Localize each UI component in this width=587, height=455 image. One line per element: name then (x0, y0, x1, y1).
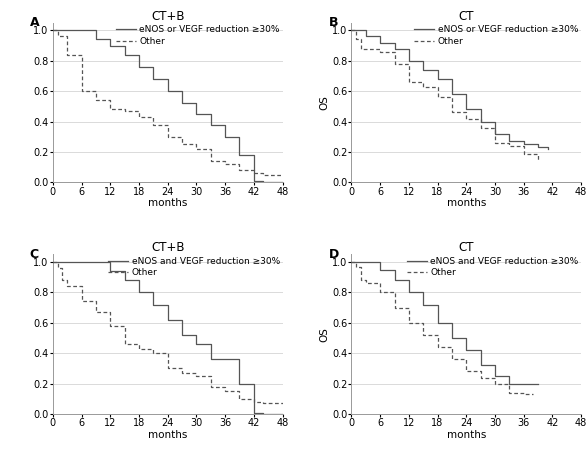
X-axis label: months: months (447, 430, 486, 440)
Legend: eNOS and VEGF reduction ≥30%, Other: eNOS and VEGF reduction ≥30%, Other (107, 256, 281, 278)
X-axis label: months: months (148, 198, 187, 208)
Title: CT: CT (458, 10, 474, 23)
Y-axis label: OS: OS (319, 327, 329, 342)
Legend: eNOS or VEGF reduction ≥30%, Other: eNOS or VEGF reduction ≥30%, Other (115, 25, 281, 46)
Legend: eNOS and VEGF reduction ≥30%, Other: eNOS and VEGF reduction ≥30%, Other (406, 256, 579, 278)
Legend: eNOS or VEGF reduction ≥30%, Other: eNOS or VEGF reduction ≥30%, Other (414, 25, 579, 46)
X-axis label: months: months (148, 430, 187, 440)
Text: C: C (30, 248, 39, 261)
Y-axis label: OS: OS (319, 95, 329, 110)
Text: D: D (329, 248, 339, 261)
X-axis label: months: months (447, 198, 486, 208)
Text: B: B (329, 16, 338, 30)
Title: CT+B: CT+B (151, 241, 184, 254)
Title: CT: CT (458, 241, 474, 254)
Text: A: A (30, 16, 39, 30)
Title: CT+B: CT+B (151, 10, 184, 23)
